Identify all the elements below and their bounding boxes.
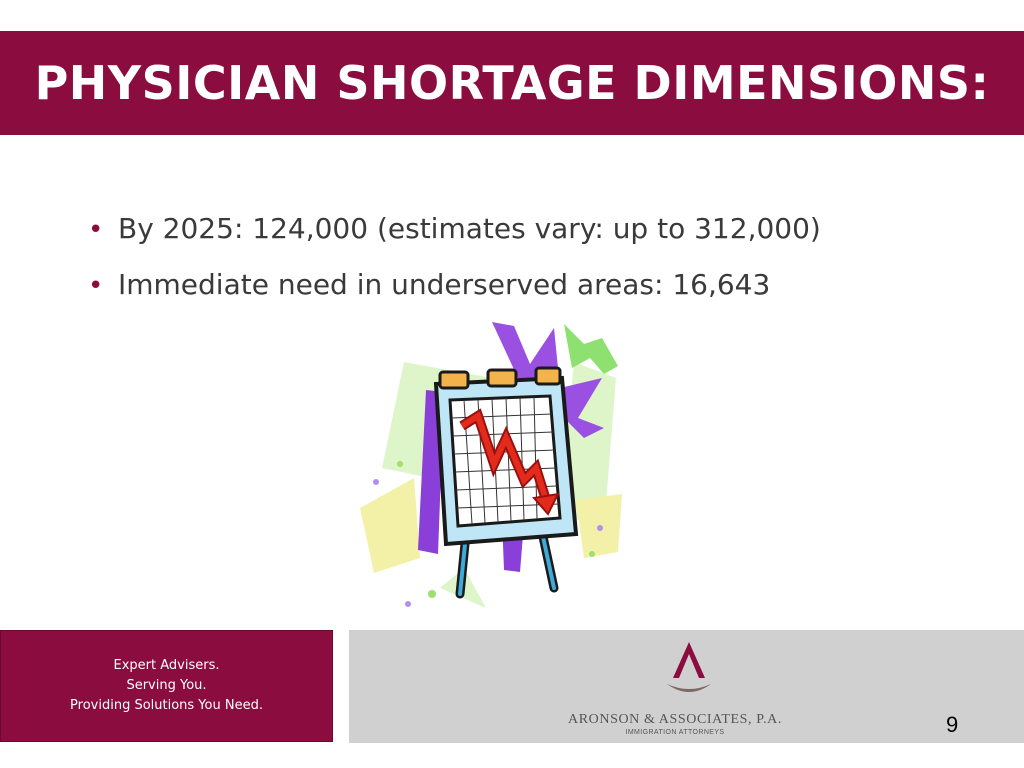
- bullet-item: • Immediate need in underserved areas: 1…: [88, 268, 821, 324]
- bullet-text: Immediate need in underserved areas: 16,…: [118, 268, 771, 301]
- slide-title: PHYSICIAN SHORTAGE DIMENSIONS:: [34, 56, 990, 110]
- footer-logo-area: ARONSON & ASSOCIATES, P.A. IMMIGRATION A…: [349, 630, 1024, 743]
- page-number: 9: [946, 712, 959, 737]
- bullet-dot-icon: •: [88, 215, 104, 245]
- firm-subtitle: IMMIGRATION ATTORNEYS: [625, 729, 725, 736]
- bullet-dot-icon: •: [88, 271, 104, 301]
- aronson-logo-icon: [667, 642, 711, 692]
- tagline-line: Expert Advisers.: [113, 658, 220, 673]
- firm-name: ARONSON & ASSOCIATES, P.A.: [568, 712, 782, 727]
- title-bar: PHYSICIAN SHORTAGE DIMENSIONS:: [0, 31, 1024, 135]
- bullet-text: By 2025: 124,000 (estimates vary: up to …: [118, 212, 821, 245]
- footer-tagline-box: Expert Advisers. Serving You. Providing …: [0, 630, 333, 742]
- tagline-line: Serving You.: [126, 678, 207, 693]
- easel-chart-declining-arrow-icon: [360, 322, 622, 608]
- bullet-list: • By 2025: 124,000 (estimates vary: up t…: [88, 212, 821, 324]
- bullet-item: • By 2025: 124,000 (estimates vary: up t…: [88, 212, 821, 268]
- tagline-line: Providing Solutions You Need.: [70, 698, 263, 713]
